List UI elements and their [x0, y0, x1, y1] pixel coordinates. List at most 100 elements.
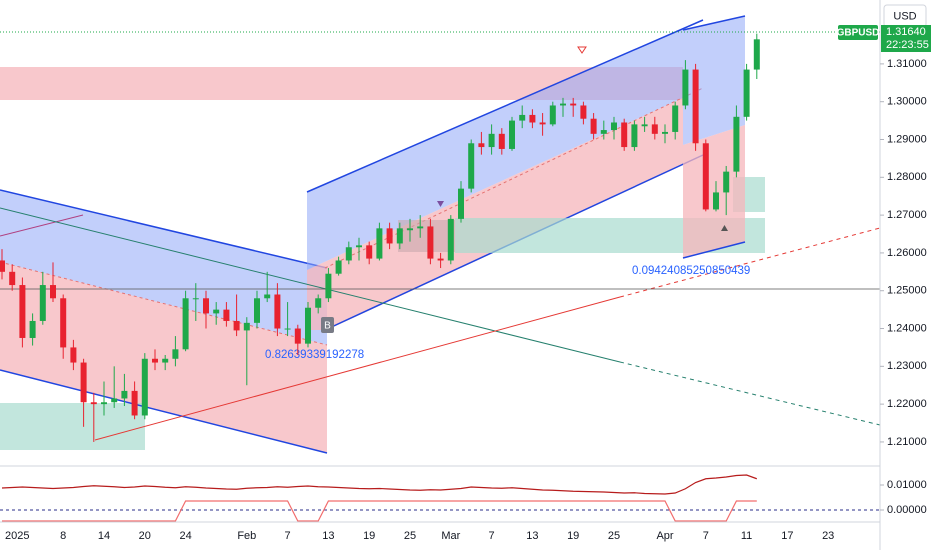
candle-body	[417, 226, 424, 229]
x-tick-label: 13	[526, 530, 538, 542]
symbol-tag	[838, 25, 878, 40]
candle-body	[478, 143, 485, 148]
candle-body	[723, 171, 730, 193]
candle-body	[50, 285, 56, 299]
candle-body	[141, 358, 148, 416]
y-tick-label: 1.25000	[887, 285, 927, 297]
candle-body	[131, 390, 138, 416]
signal-marker	[721, 225, 728, 231]
candle-body	[223, 309, 230, 321]
x-tick-label: 25	[608, 530, 620, 542]
candle-body	[335, 260, 342, 274]
candle-body	[753, 39, 760, 70]
x-tick-label: 7	[703, 530, 709, 542]
y-tick-label: 1.30000	[887, 96, 927, 108]
y-tick-label: 0.00000	[887, 504, 927, 516]
candle-body	[0, 260, 5, 272]
candle-body	[468, 143, 475, 189]
currency: USD	[893, 10, 916, 22]
x-tick-label: Feb	[237, 530, 256, 542]
candle-body	[396, 228, 403, 244]
indicator-line	[1, 474, 758, 495]
x-tick-label: Apr	[656, 530, 673, 542]
candle-body	[29, 320, 36, 338]
candle-body	[437, 258, 444, 261]
channel-line	[0, 189, 328, 269]
countdown: 22:23:55	[886, 39, 929, 51]
candle-body	[162, 358, 169, 363]
channel-line	[682, 15, 746, 31]
candle-body	[19, 285, 26, 338]
candle-body	[203, 298, 209, 314]
candle-body	[427, 226, 434, 259]
y-tick-label: 1.21000	[887, 436, 927, 448]
candle-body	[172, 349, 179, 359]
candle-body	[356, 245, 362, 248]
candle-body	[549, 105, 556, 125]
candle-body	[498, 133, 505, 149]
channel-line	[306, 19, 704, 193]
channel-line	[682, 241, 746, 259]
candle-body	[519, 114, 526, 121]
trend-line	[619, 227, 881, 298]
x-tick-label: 24	[179, 530, 191, 542]
candle-body	[121, 390, 128, 399]
candle-body	[101, 402, 107, 405]
candle-body	[529, 114, 536, 123]
candle-body	[192, 298, 199, 300]
channel-lower	[683, 125, 745, 258]
y-tick-label: 1.23000	[887, 360, 927, 372]
trend-line	[619, 361, 881, 426]
signal-marker	[577, 46, 587, 54]
x-tick-label: 23	[822, 530, 834, 542]
candle-body	[264, 294, 271, 299]
channel-mid	[0, 261, 328, 346]
indicator-line	[2, 500, 757, 522]
marker-label: B	[324, 321, 331, 332]
candle-body	[39, 285, 46, 321]
marker-box	[321, 317, 334, 333]
x-tick-label: 8	[60, 530, 66, 542]
x-tick-label: 14	[98, 530, 110, 542]
x-tick-label: 7	[489, 530, 495, 542]
x-tick-label: 17	[781, 530, 793, 542]
candle-body	[631, 124, 638, 148]
price-tag	[881, 25, 931, 52]
candle-body	[254, 298, 260, 323]
candle-body	[488, 133, 495, 148]
candle-body	[733, 116, 740, 172]
y-tick-label: 1.24000	[887, 322, 927, 334]
candle-body	[182, 298, 189, 350]
candle-body	[600, 130, 607, 134]
x-tick-label: 19	[363, 530, 375, 542]
candle-body	[611, 122, 617, 131]
candle-body	[672, 105, 679, 132]
y-tick-label: 0.01000	[887, 479, 927, 491]
drawings: B 0.82639339192278 0.09424085250850439	[0, 15, 881, 454]
candle-body	[274, 294, 281, 329]
x-tick-label: 19	[567, 530, 579, 542]
candle-body	[294, 328, 301, 344]
trend-line	[0, 207, 621, 363]
candle-body	[447, 218, 454, 261]
candle-body	[682, 69, 689, 106]
candle-body	[590, 118, 597, 134]
candle-body	[233, 320, 240, 331]
candle-body	[641, 124, 648, 127]
x-tick-label: Mar	[441, 530, 460, 542]
x-tick-label: 25	[404, 530, 416, 542]
x-tick-label: 11	[741, 530, 752, 542]
candle-body	[539, 122, 546, 125]
x-tick-label: 7	[285, 530, 291, 542]
x-tick-label: 13	[322, 530, 334, 542]
trend-line	[94, 296, 621, 441]
candle-body	[560, 103, 566, 106]
channel-lower	[307, 98, 683, 330]
candle-body	[407, 228, 413, 231]
channel-mid	[324, 87, 704, 269]
candle-body	[9, 271, 16, 286]
candle-body	[580, 105, 587, 119]
candle-body	[386, 228, 393, 244]
